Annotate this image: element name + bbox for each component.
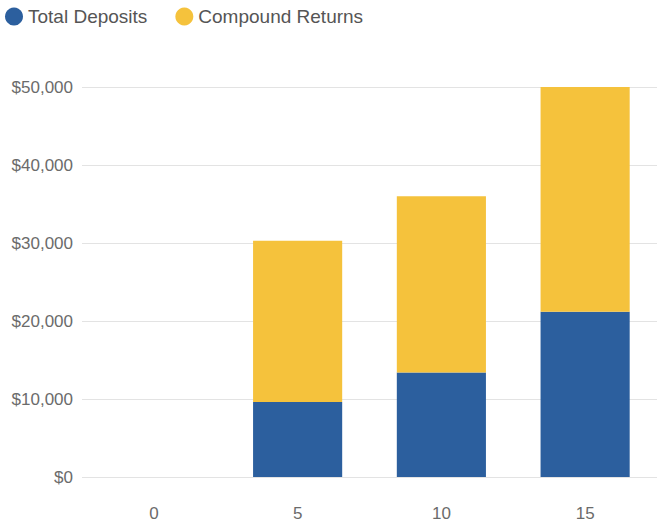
svg-text:$30,000: $30,000 (12, 234, 73, 253)
svg-text:$20,000: $20,000 (12, 312, 73, 331)
svg-text:$50,000: $50,000 (12, 78, 73, 97)
svg-text:$40,000: $40,000 (12, 156, 73, 175)
svg-text:Compound Returns: Compound Returns (198, 6, 363, 27)
svg-text:5: 5 (293, 504, 302, 523)
svg-text:$0: $0 (54, 468, 73, 487)
svg-text:0: 0 (149, 504, 158, 523)
svg-text:15: 15 (576, 504, 595, 523)
svg-text:$10,000: $10,000 (12, 390, 73, 409)
svg-text:Total Deposits: Total Deposits (28, 6, 147, 27)
svg-text:10: 10 (432, 504, 451, 523)
